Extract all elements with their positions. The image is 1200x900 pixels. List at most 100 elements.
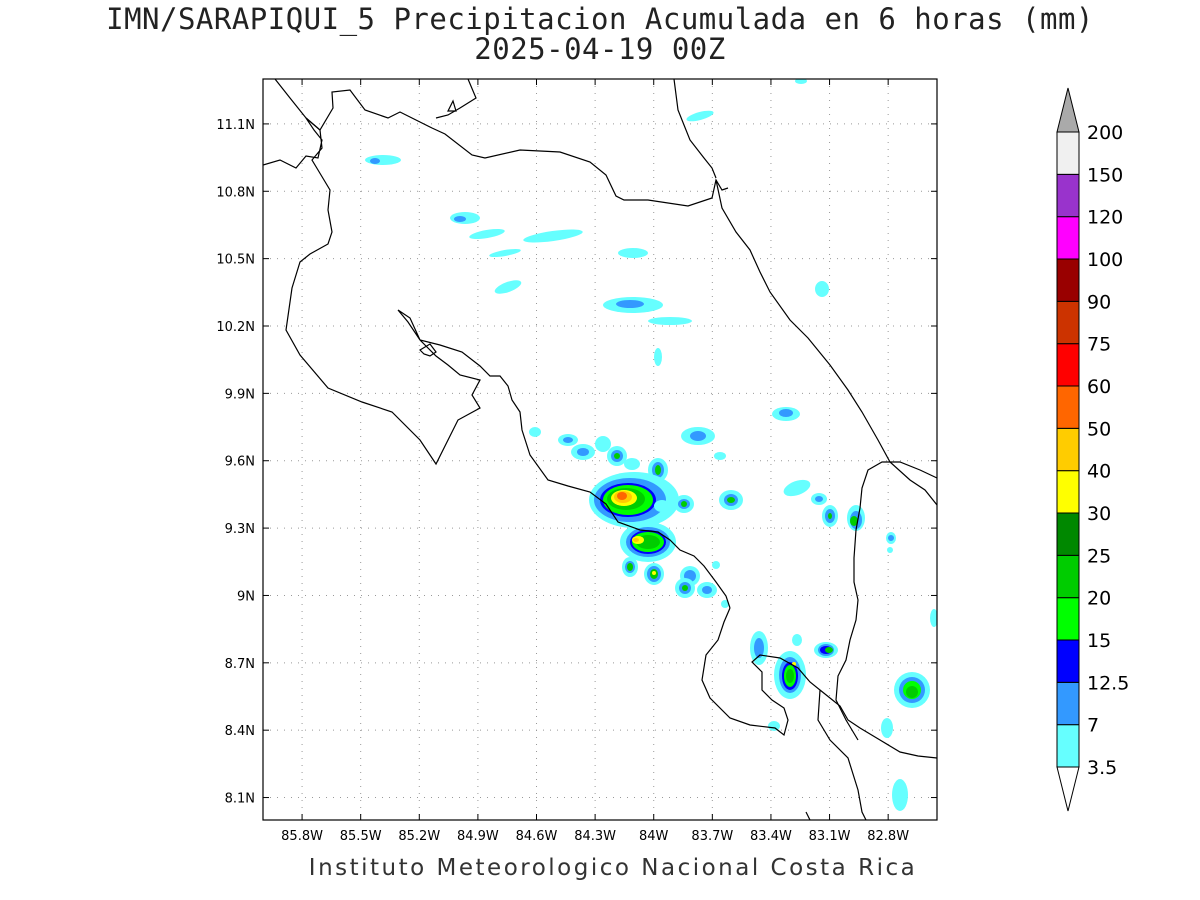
rain-cell <box>624 458 640 470</box>
colorbar-label: 100 <box>1087 249 1123 271</box>
x-tick-label: 83.1W <box>809 829 851 844</box>
rain-cell <box>815 496 823 502</box>
colorbar-label: 90 <box>1087 291 1111 313</box>
colorbar-swatch <box>1056 343 1080 387</box>
rain-cell <box>815 281 829 297</box>
colorbar-swatch <box>1056 258 1080 302</box>
rain-cell <box>714 452 726 460</box>
colorbar-label: 150 <box>1087 164 1123 186</box>
x-tick-label: 85.8W <box>281 829 323 844</box>
rain-cell <box>779 409 793 417</box>
colorbar-swatch <box>1056 554 1080 599</box>
rain-cell <box>523 229 583 243</box>
x-tick-label: 82.8W <box>867 829 909 844</box>
rain-cell <box>702 586 712 594</box>
rain-cell <box>529 427 541 437</box>
colorbar: 3.5 7 12.5 15 20 25 30 40 50 60 75 90 100 120 150 200 <box>1056 87 1129 812</box>
rain-cell <box>754 638 764 658</box>
rain-cell <box>682 585 688 591</box>
rain-cell <box>825 647 833 653</box>
lake-nicaragua-shore <box>435 79 477 119</box>
precipitation-layer <box>365 79 937 811</box>
rain-cell <box>727 497 735 503</box>
colorbar-label: 75 <box>1087 334 1111 356</box>
rain-cell <box>712 561 720 569</box>
colorbar-swatch <box>1056 216 1080 260</box>
colorbar-lower-arrow <box>1056 766 1080 812</box>
rain-cell <box>489 248 521 258</box>
colorbar-label: 50 <box>1087 418 1111 440</box>
colorbar-swatch <box>1056 639 1080 683</box>
colorbar-label: 40 <box>1087 461 1111 483</box>
rain-cell <box>888 535 894 541</box>
rain-cell <box>828 513 832 519</box>
rain-cell <box>648 317 692 325</box>
nicoya-island <box>419 343 437 357</box>
y-tick-label: 8.1N <box>225 792 255 807</box>
rain-cell <box>370 158 380 164</box>
nicaragua-east-coast <box>673 79 717 179</box>
rain-cell <box>454 216 466 222</box>
x-tick-label: 83.7W <box>691 829 733 844</box>
rain-cell <box>469 228 505 240</box>
rain-cell <box>616 300 644 308</box>
rain-cell <box>654 500 670 512</box>
rain-cell <box>792 634 802 646</box>
rain-cell <box>627 563 633 571</box>
y-tick-label: 9N <box>237 589 255 604</box>
colorbar-swatch <box>1056 512 1080 556</box>
x-tick-label: 84.6W <box>516 829 558 844</box>
colorbar-label: 15 <box>1087 630 1111 652</box>
rain-cell <box>721 600 729 608</box>
rain-cell <box>617 492 627 500</box>
y-tick-label: 10.8N <box>216 185 255 200</box>
x-tick-label: 84.9W <box>457 829 499 844</box>
rain-cell <box>786 669 794 683</box>
rain-cell <box>652 571 656 575</box>
colorbar-swatch <box>1056 597 1080 641</box>
osa-peninsula-coast <box>701 607 867 820</box>
rain-cell <box>783 479 811 497</box>
panama-border <box>835 461 937 741</box>
rain-cell <box>563 437 573 443</box>
x-tick-label: 85.5W <box>340 829 382 844</box>
y-tick-label: 9.6N <box>225 455 255 470</box>
rain-cell <box>690 431 706 441</box>
colorbar-label: 3.5 <box>1087 757 1117 779</box>
rain-cell <box>494 280 522 294</box>
southern-coast-segment <box>805 811 811 820</box>
x-tick-label: 83.4W <box>750 829 792 844</box>
y-tick-label: 10.5N <box>216 253 255 268</box>
rain-cell <box>892 779 908 811</box>
caribbean-coast <box>715 179 937 506</box>
plot-frame <box>262 78 938 821</box>
rain-cell <box>881 718 893 738</box>
rain-cell <box>850 516 858 526</box>
x-tick-label: 85.2W <box>398 829 440 844</box>
colorbar-label: 25 <box>1087 545 1111 567</box>
colorbar-swatch <box>1056 470 1080 514</box>
colorbar-swatch <box>1056 724 1080 768</box>
chart-title: IMN/SARAPIQUI_5 Precipitacion Acumulada … <box>106 2 1094 36</box>
x-tick-label: 84W <box>639 829 669 844</box>
colorbar-label: 12.5 <box>1087 672 1129 694</box>
golfo-dulce-coast <box>819 689 937 759</box>
rain-cell <box>614 453 620 459</box>
y-tick-label: 8.7N <box>225 657 255 672</box>
y-tick-label: 10.2N <box>216 320 255 335</box>
map-grid <box>263 79 937 820</box>
colorbar-swatch <box>1056 681 1080 726</box>
nicaragua-coast <box>274 79 729 207</box>
x-tick-label: 84.3W <box>574 829 616 844</box>
colorbar-label: 60 <box>1087 376 1111 398</box>
rain-cell <box>768 721 780 731</box>
island-outline <box>447 99 457 112</box>
colorbar-swatch <box>1056 427 1080 472</box>
rain-cell <box>633 538 639 542</box>
colorbar-swatch <box>1056 385 1080 429</box>
colorbar-swatch <box>1056 131 1080 175</box>
rain-cell <box>686 110 714 122</box>
chart-subtitle: 2025-04-19 00Z <box>474 32 726 66</box>
y-tick-label: 8.4N <box>225 724 255 739</box>
